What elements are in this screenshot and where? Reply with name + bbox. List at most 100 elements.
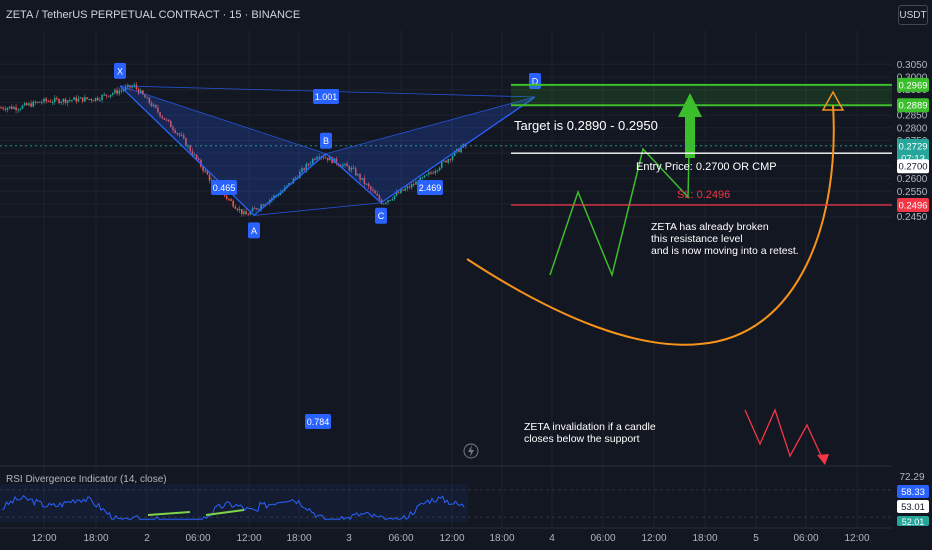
candle-body: [69, 100, 71, 102]
candle-body: [378, 195, 381, 200]
candle-body: [443, 160, 445, 162]
pattern-ratio-label: 2.469: [419, 183, 442, 193]
candle-body: [88, 98, 90, 100]
candle-body: [348, 166, 351, 171]
candle-body: [114, 89, 116, 94]
target-high-tag-bg: [897, 77, 929, 92]
candle-body: [258, 208, 260, 210]
candle-body: [247, 214, 250, 216]
candle-body: [342, 164, 344, 167]
pattern-ratio-line: [253, 202, 382, 216]
stop-loss-tag: 0.2496: [898, 201, 927, 212]
time-tick-label: 12:00: [31, 533, 56, 544]
candle-body: [148, 97, 151, 104]
rsi-current-tag: 58.33: [901, 487, 925, 498]
candle-body: [432, 172, 434, 174]
candle-body: [71, 99, 73, 101]
candle-body: [49, 101, 52, 103]
candle-body: [206, 170, 209, 175]
candle-body: [253, 208, 256, 210]
candle-body: [144, 94, 146, 98]
candle-body: [15, 107, 17, 110]
pattern-point-label: A: [251, 226, 257, 236]
candle-body: [4, 108, 7, 110]
candle-body: [142, 90, 144, 95]
price-tick-label: 0.2800: [897, 123, 928, 134]
candle-body: [400, 189, 402, 194]
candle-body: [460, 147, 462, 153]
candle-body: [402, 189, 404, 191]
grid-lines: [0, 30, 932, 529]
candle-body: [174, 130, 176, 133]
rsi-line: [1, 494, 465, 521]
candle-body: [385, 202, 387, 204]
invalidation-annotation-line: closes below the support: [524, 433, 640, 445]
price-tick-label: 0.2450: [897, 212, 928, 223]
rsi-divergence-line: [147, 511, 191, 516]
candle-body: [0, 107, 2, 109]
candle-body: [406, 186, 409, 189]
candle-body: [92, 100, 95, 102]
candle-body: [415, 181, 417, 185]
candle-body: [152, 104, 155, 107]
candle-body: [327, 157, 329, 161]
trade-annotations: Target is 0.2890 - 0.2950 ZETA has alread…: [0, 83, 892, 465]
candle-body: [191, 151, 194, 156]
time-tick-label: 3: [346, 533, 352, 544]
pattern-point-badge: [320, 132, 332, 149]
candle-body: [195, 154, 198, 159]
candle-body: [273, 195, 275, 199]
candle-body: [45, 98, 47, 102]
candle-body: [445, 160, 447, 163]
rsi-title: RSI Divergence Indicator (14, close): [6, 474, 167, 485]
candle-body: [303, 168, 305, 171]
candle-body: [376, 193, 379, 196]
candle-body: [430, 172, 432, 174]
candle-body: [28, 103, 30, 106]
candle-body: [105, 94, 108, 96]
candle-body: [13, 107, 15, 109]
breakout-annotation-line: this resistance level: [651, 233, 743, 245]
candle-body: [90, 98, 93, 101]
candle-body: [99, 99, 101, 101]
candle-body: [251, 208, 254, 212]
pattern-point-label: D: [532, 77, 539, 87]
candle-body: [397, 192, 400, 194]
candle-body: [38, 101, 41, 103]
candle-body: [155, 104, 157, 108]
candle-body: [2, 107, 4, 109]
candle-body: [436, 170, 439, 172]
candle-body: [159, 112, 161, 117]
candle-body: [294, 177, 297, 179]
candle-body: [238, 209, 241, 211]
pattern-point-label: C: [378, 211, 385, 221]
target-zone: [511, 84, 892, 106]
candle-body: [23, 103, 26, 106]
pattern-fill-xab: [120, 85, 326, 216]
candle-body: [428, 172, 430, 175]
candle-body: [241, 209, 243, 214]
candle-body: [182, 135, 185, 139]
countdown-tag: 07:13: [901, 153, 925, 164]
candle-body: [230, 199, 232, 201]
candle-body: [232, 200, 234, 207]
candle-body: [116, 89, 118, 94]
time-tick-label: 18:00: [83, 533, 108, 544]
projection-path: [549, 109, 691, 278]
candle-body: [26, 103, 28, 106]
currency-button[interactable]: USDT: [898, 5, 928, 25]
candle-body: [350, 167, 353, 171]
candle-body: [344, 163, 346, 165]
candle-body: [395, 192, 398, 196]
candle-body: [133, 84, 136, 87]
candle-body: [43, 98, 45, 103]
time-axis: 12:00 18:00 2 06:00 12:00 18:00 3 06:00 12:00 18:…: [31, 533, 869, 544]
candle-body: [440, 161, 443, 168]
time-tick-label: 12:00: [439, 533, 464, 544]
candle-body: [225, 195, 228, 199]
candle-body: [53, 97, 56, 102]
candle-body: [170, 121, 172, 128]
candle-body: [187, 145, 189, 147]
candle-body: [372, 189, 374, 191]
